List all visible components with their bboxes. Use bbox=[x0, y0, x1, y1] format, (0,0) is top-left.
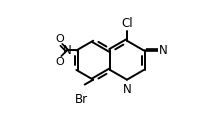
Text: Br: Br bbox=[75, 93, 88, 106]
Text: N: N bbox=[159, 44, 168, 57]
Text: O: O bbox=[55, 57, 64, 67]
Text: N: N bbox=[63, 44, 72, 57]
Text: O: O bbox=[55, 34, 64, 44]
Text: Cl: Cl bbox=[121, 17, 133, 30]
Text: N: N bbox=[123, 83, 132, 96]
